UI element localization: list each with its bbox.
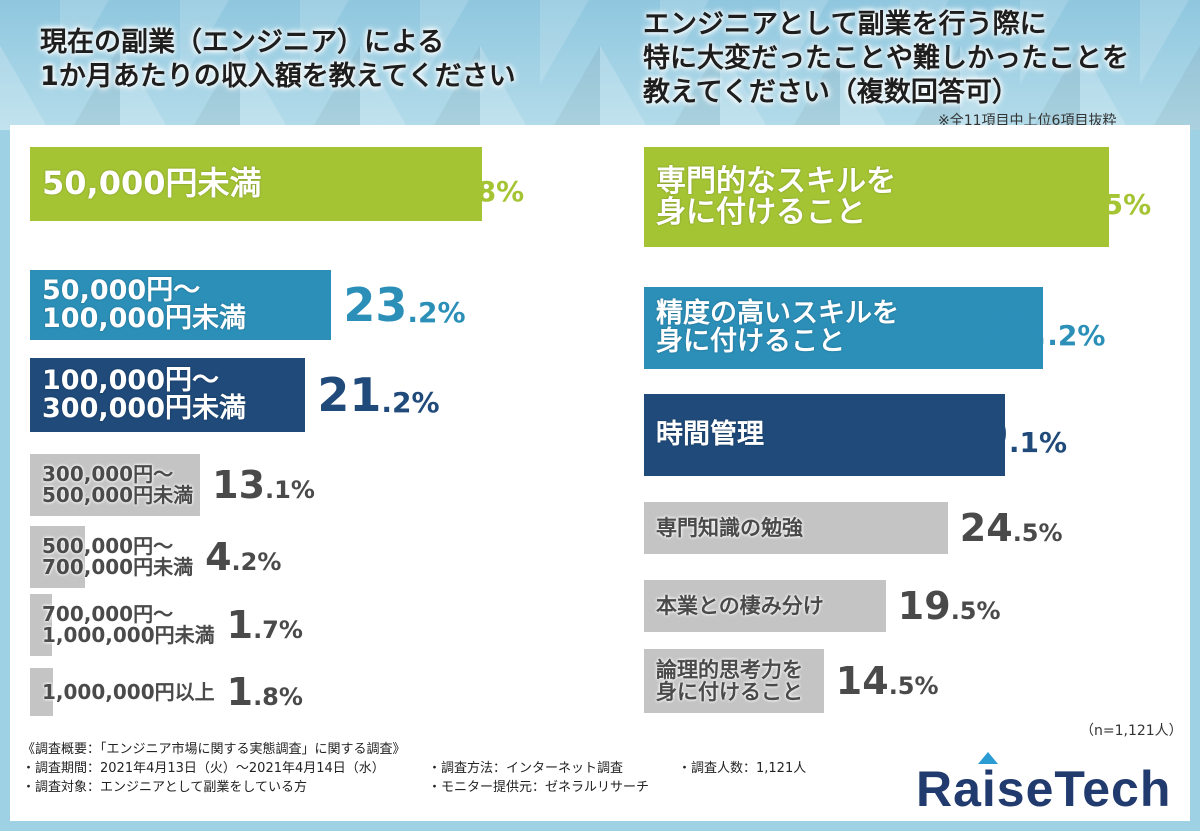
value-integer: 13 — [212, 463, 266, 507]
bar-value-label: 1.7% — [227, 594, 303, 656]
bar — [644, 502, 948, 554]
summary-target: ・調査対象：エンジニアとして副業をしている方 — [22, 780, 307, 795]
bar-value-label: 32.2% — [983, 287, 1105, 369]
bar-row: 50,000円～ 100,000円未満 23.2% — [30, 270, 590, 340]
chart-panel: 50,000円未満 34.8% 50,000円～ 100,000円未満 23.2% 10… — [10, 125, 1190, 821]
bar-label: 1,000,000円以上 — [42, 679, 215, 704]
value-integer: 29 — [944, 408, 1009, 462]
raisetech-logo: RaiseTech — [916, 761, 1172, 817]
bar-value-label: 23.2% — [343, 270, 465, 340]
value-integer: 4 — [205, 535, 232, 579]
left-chart-title: 現在の副業（エンジニア）による 1か月あたりの収入額を教えてください — [40, 27, 516, 92]
bar — [644, 649, 824, 713]
value-decimal: .8% — [466, 174, 525, 208]
bar-row: 専門的なスキルを 身に付けること 37.5% — [644, 147, 1200, 247]
summary-provider: ・モニター提供元：ゼネラルリサーチ — [428, 780, 650, 795]
summary-method: ・調査方法：インターネット調査 — [428, 761, 624, 776]
bar — [644, 147, 1109, 247]
bar-row: 700,000円～ 1,000,000円未満 1.7% — [30, 594, 590, 656]
bar-row: 精度の高いスキルを 身に付けること 32.2% — [644, 287, 1200, 369]
bar-row: 本業との棲み分け 19.5% — [644, 580, 1200, 632]
value-decimal: .5% — [950, 597, 1001, 625]
bar — [30, 526, 85, 588]
value-decimal: .2% — [1047, 318, 1106, 352]
bar — [644, 287, 1044, 369]
bar — [644, 394, 1005, 476]
value-decimal: .5% — [1012, 519, 1063, 547]
bar-label: 50,000円～ 100,000円未満 — [42, 274, 246, 334]
bar — [644, 580, 886, 632]
bar-row: 50,000円未満 34.8% — [30, 147, 590, 221]
bar — [30, 270, 332, 340]
bar-row: 1,000,000円以上 1.8% — [30, 668, 590, 716]
survey-summary: 《調査概要：「エンジニア市場に関する実態調査」に関する調査》 ・調査期間：202… — [22, 740, 806, 797]
bar-label: 500,000円～ 700,000円未満 — [42, 534, 194, 579]
value-decimal: .5% — [888, 672, 939, 700]
value-decimal: .2% — [231, 548, 282, 576]
bar-value-label: 37.5% — [1029, 147, 1151, 247]
value-integer: 21 — [317, 368, 382, 422]
bar-row: 専門知識の勉強 24.5% — [644, 502, 1200, 554]
bar-value-label: 13.1% — [212, 454, 315, 516]
value-decimal: .1% — [265, 476, 315, 504]
bar-label: 論理的思考力を 身に付けること — [656, 657, 803, 704]
bar-row: 論理的思考力を 身に付けること 14.5% — [644, 649, 1200, 713]
summary-count: ・調査人数：1,121人 — [678, 761, 807, 776]
value-decimal: .7% — [253, 616, 303, 644]
bar-row: 時間管理 29.1% — [644, 394, 1200, 476]
bar-row: 300,000円～ 500,000円未満 13.1% — [30, 454, 590, 516]
bar-row: 500,000円～ 700,000円未満 4.2% — [30, 526, 590, 588]
bar — [30, 594, 53, 656]
bar-label: 本業との棲み分け — [656, 593, 824, 618]
bar-label: 700,000円～ 1,000,000円未満 — [42, 602, 215, 647]
logo-arrow-icon — [978, 752, 998, 764]
bar-label: 100,000円～ 300,000円未満 — [42, 364, 246, 424]
bar-label: 時間管理 — [656, 418, 764, 450]
bar-value-label: 4.2% — [205, 526, 281, 588]
value-integer: 32 — [983, 301, 1048, 355]
value-decimal: .5% — [1093, 187, 1152, 221]
value-integer: 14 — [835, 659, 889, 703]
value-decimal: .2% — [381, 385, 440, 419]
value-decimal: .1% — [1008, 425, 1068, 459]
value-integer: 24 — [959, 506, 1013, 550]
value-decimal: .8% — [253, 683, 303, 711]
bar-value-label: 14.5% — [836, 649, 939, 713]
value-integer: 34 — [402, 157, 467, 211]
bar — [30, 454, 201, 516]
value-decimal: .2% — [407, 295, 466, 329]
bar-value-label: 19.5% — [898, 580, 1001, 632]
bar-value-label: 29.1% — [945, 394, 1067, 476]
bar-label: 50,000円未満 — [42, 164, 262, 203]
bar-value-label: 21.2% — [317, 358, 439, 432]
value-integer: 1 — [226, 603, 254, 647]
value-integer: 37 — [1029, 170, 1094, 224]
header-banner: 現在の副業（エンジニア）による 1か月あたりの収入額を教えてください エンジニア… — [0, 0, 1200, 130]
value-integer: 19 — [897, 584, 951, 628]
bar-value-label: 24.5% — [960, 502, 1063, 554]
right-chart-title: エンジニアとして副業を行う際に 特に大変だったことや難しかったことを 教えてくだ… — [643, 9, 1129, 108]
bar-label: 300,000円～ 500,000円未満 — [42, 462, 194, 507]
bar-value-label: 34.8% — [402, 147, 524, 221]
sample-size-note: （n=1,121人） — [1080, 723, 1183, 739]
bar-label: 精度の高いスキルを 身に付けること — [656, 297, 899, 357]
bar — [30, 358, 306, 432]
value-integer: 23 — [343, 278, 408, 332]
bar-label: 専門知識の勉強 — [656, 515, 803, 540]
summary-heading: 《調査概要：「エンジニア市場に関する実態調査」に関する調査》 — [22, 742, 406, 757]
bar-label: 専門的なスキルを 身に付けること — [656, 163, 896, 230]
summary-period: ・調査期間：2021年4月13日（火）～2021年4月14日（水） — [22, 761, 385, 776]
value-integer: 1 — [226, 670, 254, 714]
bar-row: 100,000円～ 300,000円未満 21.2% — [30, 358, 590, 432]
bar-value-label: 1.8% — [227, 668, 303, 716]
bar — [30, 147, 482, 221]
bar — [30, 668, 54, 716]
